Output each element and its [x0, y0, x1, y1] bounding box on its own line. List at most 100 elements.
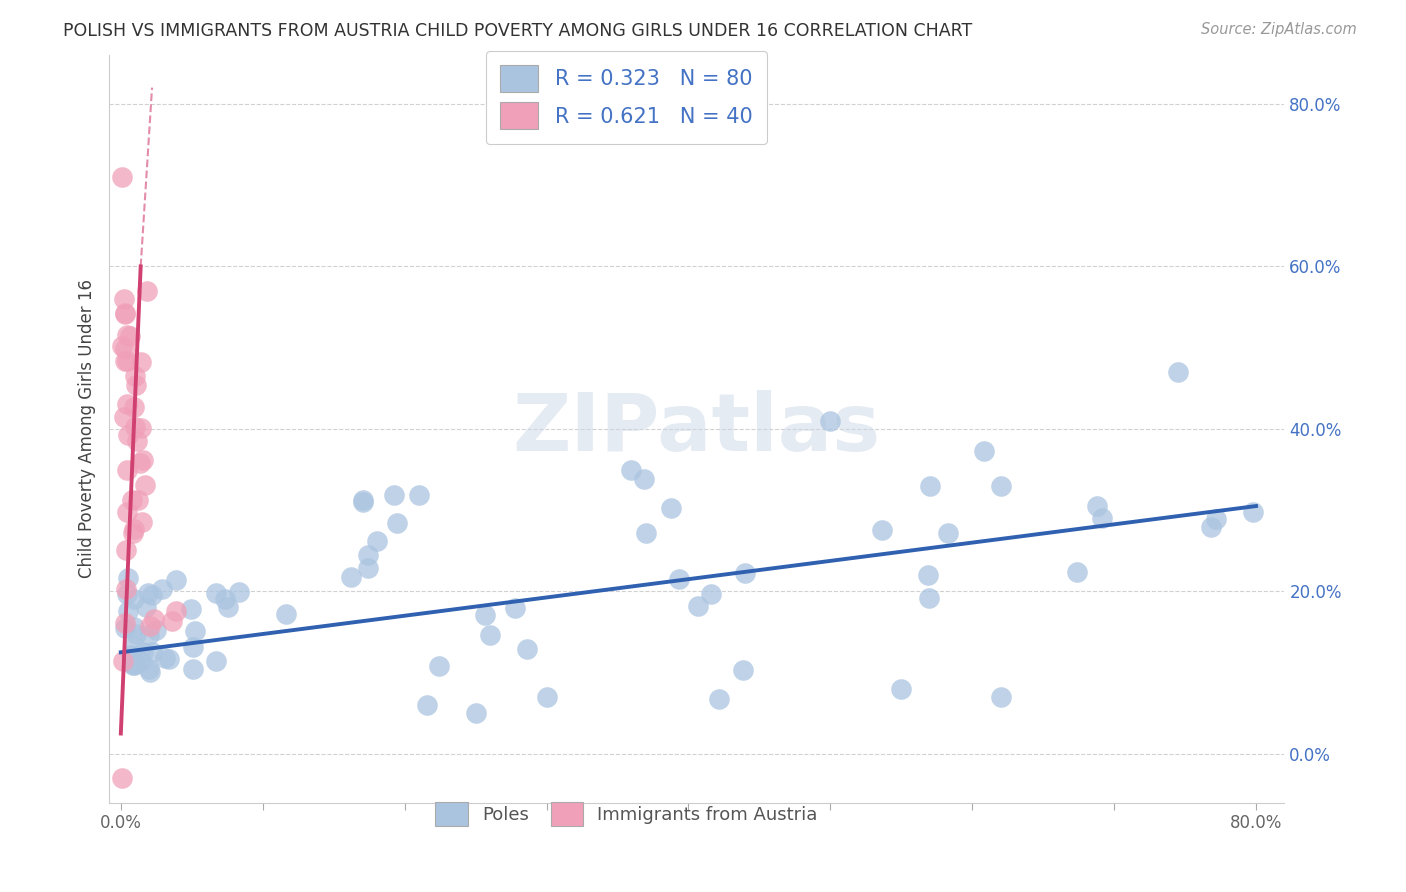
Legend: Poles, Immigrants from Austria: Poles, Immigrants from Austria [426, 793, 827, 835]
Point [112, 409, 135, 424]
Point [820, 414, 842, 428]
Point [180, 602, 202, 616]
Point [122, 657, 145, 672]
Point [114, 342, 136, 356]
Point [124, 368, 146, 383]
Point [659, 500, 682, 515]
Point [217, 599, 239, 614]
Point [276, 607, 298, 621]
Point [114, 306, 136, 320]
Point [145, 623, 167, 637]
Point [474, 607, 496, 622]
Point [479, 627, 502, 641]
Point [357, 561, 380, 575]
Point [117, 604, 139, 618]
Point [122, 522, 145, 536]
Point [181, 662, 204, 676]
Point [352, 495, 374, 509]
Y-axis label: Child Poverty Among Girls Under 16: Child Poverty Among Girls Under 16 [79, 279, 96, 578]
Point [122, 400, 145, 414]
Point [356, 548, 378, 562]
Text: Source: ZipAtlas.com: Source: ZipAtlas.com [1201, 22, 1357, 37]
Point [917, 568, 939, 582]
Point [129, 654, 152, 668]
Point [127, 492, 149, 507]
Point [340, 570, 363, 584]
Point [117, 571, 139, 585]
Point [120, 329, 142, 343]
Point [165, 604, 187, 618]
Point [214, 592, 236, 607]
Point [990, 690, 1012, 704]
Point [115, 354, 138, 368]
Point [114, 306, 136, 320]
Point [120, 648, 142, 662]
Point [918, 479, 941, 493]
Point [387, 516, 409, 530]
Point [150, 582, 173, 596]
Point [536, 690, 558, 704]
Point [129, 421, 152, 435]
Point [166, 573, 188, 587]
Point [228, 585, 250, 599]
Point [157, 652, 180, 666]
Point [733, 664, 755, 678]
Point [366, 534, 388, 549]
Point [124, 657, 146, 672]
Point [408, 488, 430, 502]
Point [114, 616, 136, 631]
Point [136, 284, 159, 298]
Point [124, 640, 146, 654]
Point [115, 586, 138, 600]
Point [114, 354, 136, 368]
Point [464, 706, 486, 721]
Point [990, 479, 1012, 493]
Point [633, 472, 655, 486]
Point [111, 654, 134, 668]
Point [112, 292, 135, 306]
Point [132, 453, 155, 467]
Point [636, 526, 658, 541]
Point [668, 572, 690, 586]
Point [124, 419, 146, 434]
Point [111, 338, 134, 352]
Point [1066, 566, 1088, 580]
Point [688, 599, 710, 613]
Point [115, 463, 138, 477]
Point [1241, 504, 1264, 518]
Point [181, 640, 204, 655]
Point [890, 681, 912, 696]
Point [415, 698, 437, 712]
Point [505, 601, 527, 615]
Point [870, 523, 893, 537]
Point [111, 771, 134, 785]
Point [129, 355, 152, 369]
Text: POLISH VS IMMIGRANTS FROM AUSTRIA CHILD POVERTY AMONG GIRLS UNDER 16 CORRELATION: POLISH VS IMMIGRANTS FROM AUSTRIA CHILD … [63, 22, 973, 40]
Point [131, 515, 153, 529]
Point [121, 526, 143, 541]
Point [136, 586, 159, 600]
Point [936, 525, 959, 540]
Point [117, 428, 139, 442]
Point [114, 621, 136, 635]
Point [141, 645, 163, 659]
Point [122, 592, 145, 607]
Point [115, 397, 138, 411]
Point [142, 612, 165, 626]
Point [135, 600, 157, 615]
Point [125, 434, 148, 448]
Point [427, 659, 450, 673]
Point [153, 651, 176, 665]
Point [160, 614, 183, 628]
Point [1091, 510, 1114, 524]
Point [205, 586, 228, 600]
Point [1205, 512, 1227, 526]
Point [122, 620, 145, 634]
Point [138, 665, 160, 680]
Point [1167, 365, 1189, 379]
Point [128, 456, 150, 470]
Text: ZIPatlas: ZIPatlas [513, 390, 882, 468]
Point [620, 462, 643, 476]
Point [973, 444, 995, 458]
Point [734, 566, 756, 580]
